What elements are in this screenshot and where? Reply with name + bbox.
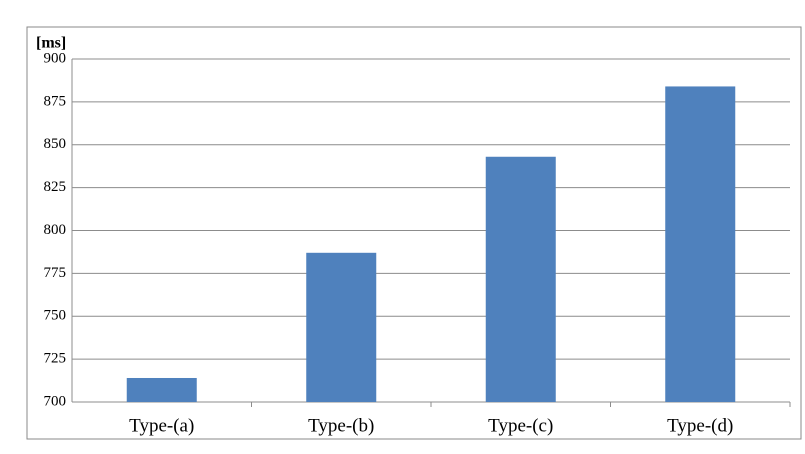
y-tick-label: 775	[44, 265, 67, 281]
y-axis-label: [ms]	[36, 35, 66, 52]
y-tick-label: 850	[44, 136, 67, 152]
bar	[126, 377, 197, 402]
y-tick-label: 700	[44, 393, 67, 409]
x-tick-label: Type-(b)	[308, 415, 374, 436]
y-tick-label: 800	[44, 222, 67, 238]
y-tick-label: 825	[44, 179, 67, 195]
y-tick-label: 875	[44, 93, 67, 109]
bar	[485, 156, 556, 402]
x-tick-label: Type-(d)	[667, 415, 733, 436]
bar	[306, 252, 377, 402]
y-tick-label: 725	[44, 351, 67, 367]
x-tick-label: Type-(c)	[488, 415, 553, 436]
bar	[665, 86, 736, 402]
x-tick-label: Type-(a)	[129, 415, 194, 436]
y-tick-label: 900	[44, 50, 67, 66]
y-tick-label: 750	[44, 308, 67, 324]
